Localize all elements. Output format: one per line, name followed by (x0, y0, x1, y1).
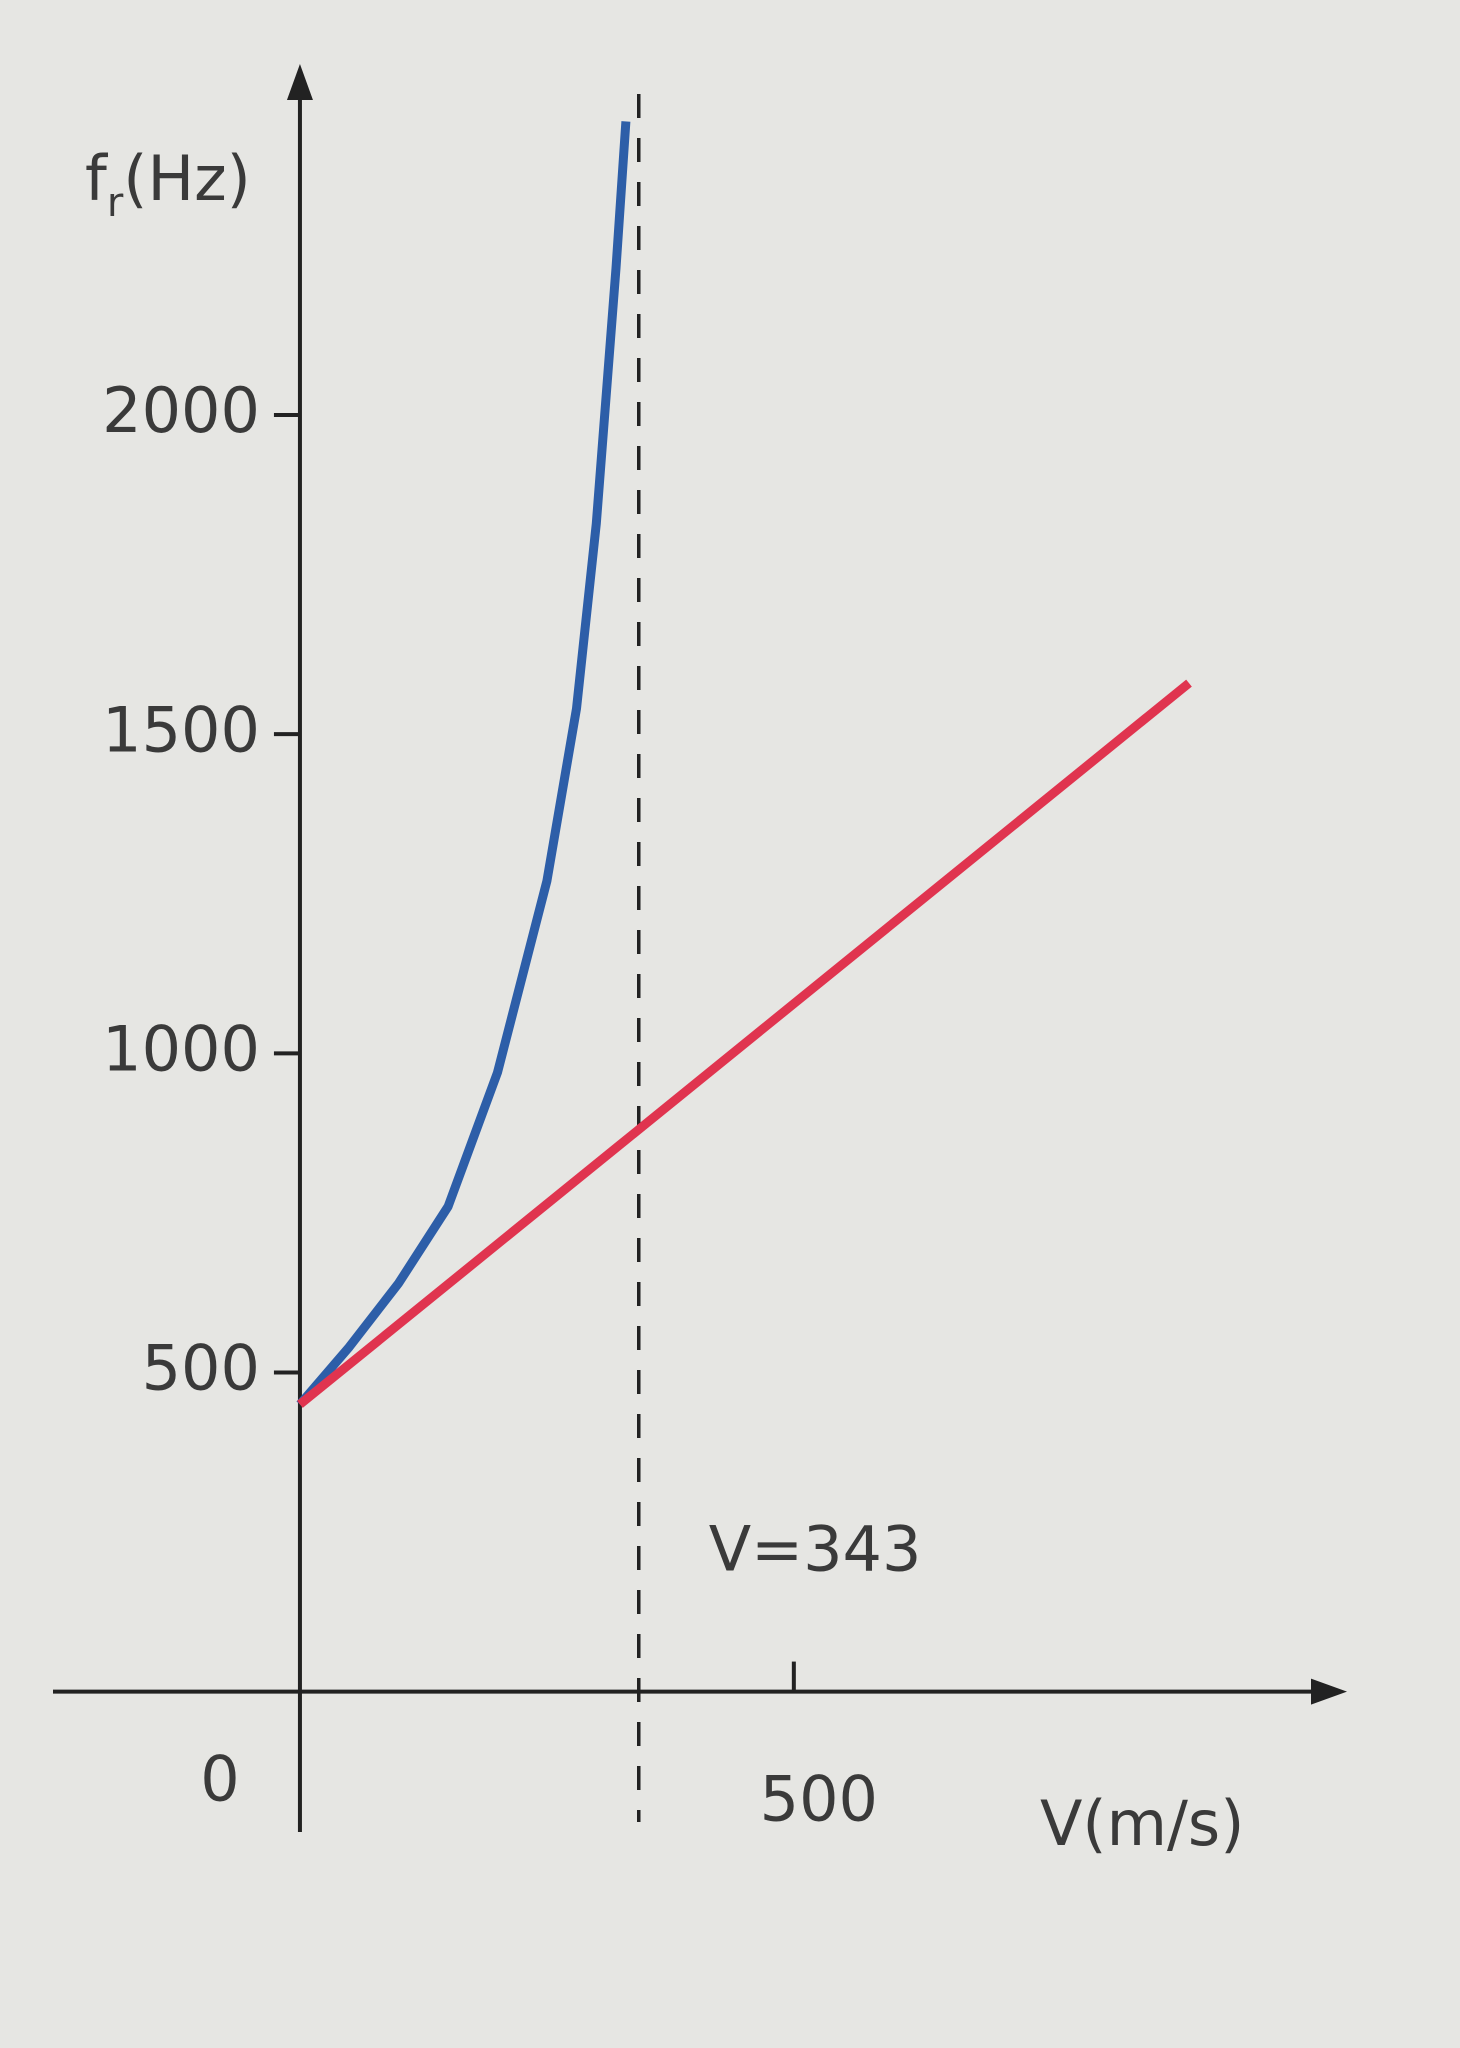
line-series (296, 121, 631, 1408)
x-axis-arrow (1311, 1678, 1347, 1705)
x-axis-label: V(m/s) (1040, 1787, 1244, 1860)
x-tick-label: 0 (200, 1743, 239, 1816)
line-series (297, 679, 1192, 1408)
y-label-unit: (Hz) (123, 142, 251, 215)
y-axis-arrow (286, 64, 313, 100)
y-tick-label: 1000 (102, 1012, 260, 1085)
y-tick-label: 2000 (102, 374, 260, 447)
y-tick-label: 500 (142, 1332, 260, 1405)
y-axis-label: fr(Hz) (85, 142, 251, 226)
y-tick-label: 1500 (102, 693, 260, 766)
y-label-sub: r (107, 180, 124, 226)
reference-label: V=343 (709, 1513, 922, 1586)
y-label-main: f (85, 142, 109, 215)
x-tick-label: 500 (760, 1763, 878, 1836)
